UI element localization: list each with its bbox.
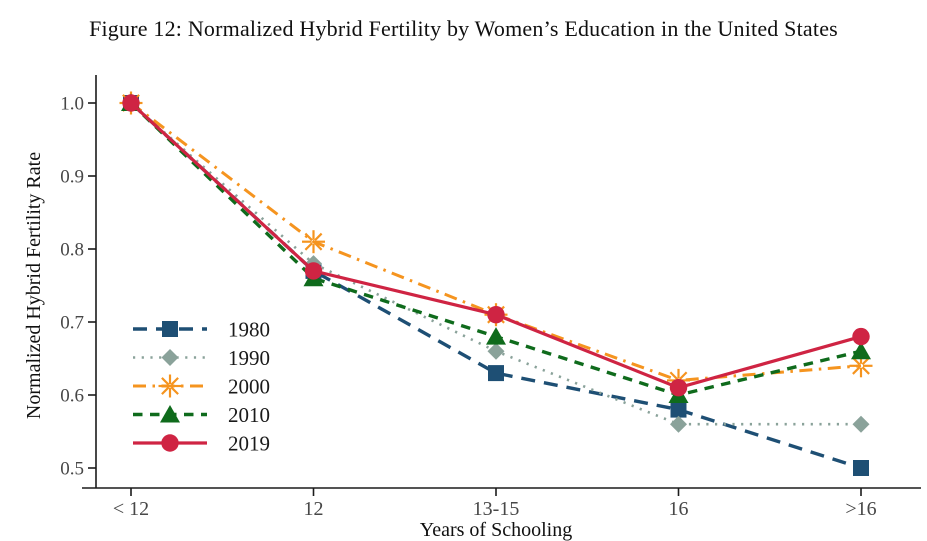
diamond-marker [161, 349, 179, 366]
asterisk-marker [302, 230, 325, 254]
square-marker [853, 460, 869, 476]
circle-marker [122, 94, 140, 112]
diamond-marker [670, 415, 687, 433]
triangle-marker [160, 405, 180, 423]
x-tick-label: 13-15 [473, 498, 520, 520]
asterisk-ray [852, 366, 861, 375]
square-marker [162, 321, 178, 337]
series-line-2000 [130, 101, 862, 382]
legend-item-1990: 1990 [133, 346, 270, 370]
asterisk-ray [161, 377, 170, 386]
legend-label: 1980 [228, 318, 270, 342]
legend-label: 2000 [228, 375, 270, 399]
legend-item-1980: 1980 [133, 318, 270, 342]
asterisk-ray [161, 386, 170, 395]
x-tick-label: >16 [845, 498, 876, 520]
asterisk-ray [861, 366, 870, 375]
circle-marker [161, 434, 179, 452]
legend-label: 2010 [228, 403, 270, 427]
y-tick-label: 1.0 [60, 94, 84, 115]
asterisk-marker [158, 374, 182, 398]
x-tick-label: 16 [669, 498, 689, 520]
x-tick-label: 12 [304, 498, 324, 520]
asterisk-ray [170, 377, 179, 386]
legend-item-2010: 2010 [133, 403, 270, 427]
circle-marker [852, 327, 870, 346]
circle-marker [669, 379, 688, 397]
legend-label: 1990 [228, 346, 270, 370]
y-tick-label: 0.6 [60, 386, 84, 407]
asterisk-ray [314, 232, 323, 242]
diamond-marker [487, 342, 505, 360]
asterisk-ray [170, 386, 179, 395]
asterisk-ray [314, 242, 323, 251]
asterisk-marker [849, 354, 873, 378]
legend: 1980 1990 2000 2010 2019 [133, 318, 270, 456]
y-tick-label: 0.8 [60, 240, 84, 261]
diamond-marker [852, 415, 870, 433]
asterisk-ray [304, 232, 313, 242]
series-2019 [122, 94, 870, 397]
y-axis-title: Normalized Hybrid Fertility Rate [23, 152, 45, 419]
circle-marker [487, 306, 505, 324]
figure-title: Figure 12: Normalized Hybrid Fertility b… [89, 16, 838, 41]
legend-item-2019: 2019 [133, 432, 270, 456]
asterisk-ray [669, 371, 678, 380]
triangle-marker [851, 341, 871, 360]
x-tick-label: < 12 [113, 498, 149, 520]
x-axis-title: Years of Schooling [420, 519, 572, 541]
square-marker [670, 401, 687, 418]
asterisk-ray [679, 371, 688, 380]
y-tick-label: 0.5 [60, 459, 84, 480]
triangle-marker [486, 327, 506, 345]
square-marker [488, 365, 504, 382]
y-tick-label: 0.7 [60, 313, 84, 334]
circle-marker [304, 262, 323, 280]
y-tick-label: 0.9 [60, 167, 84, 188]
legend-label: 2019 [228, 432, 270, 456]
asterisk-ray [304, 242, 313, 251]
legend-item-2000: 2000 [133, 374, 270, 399]
